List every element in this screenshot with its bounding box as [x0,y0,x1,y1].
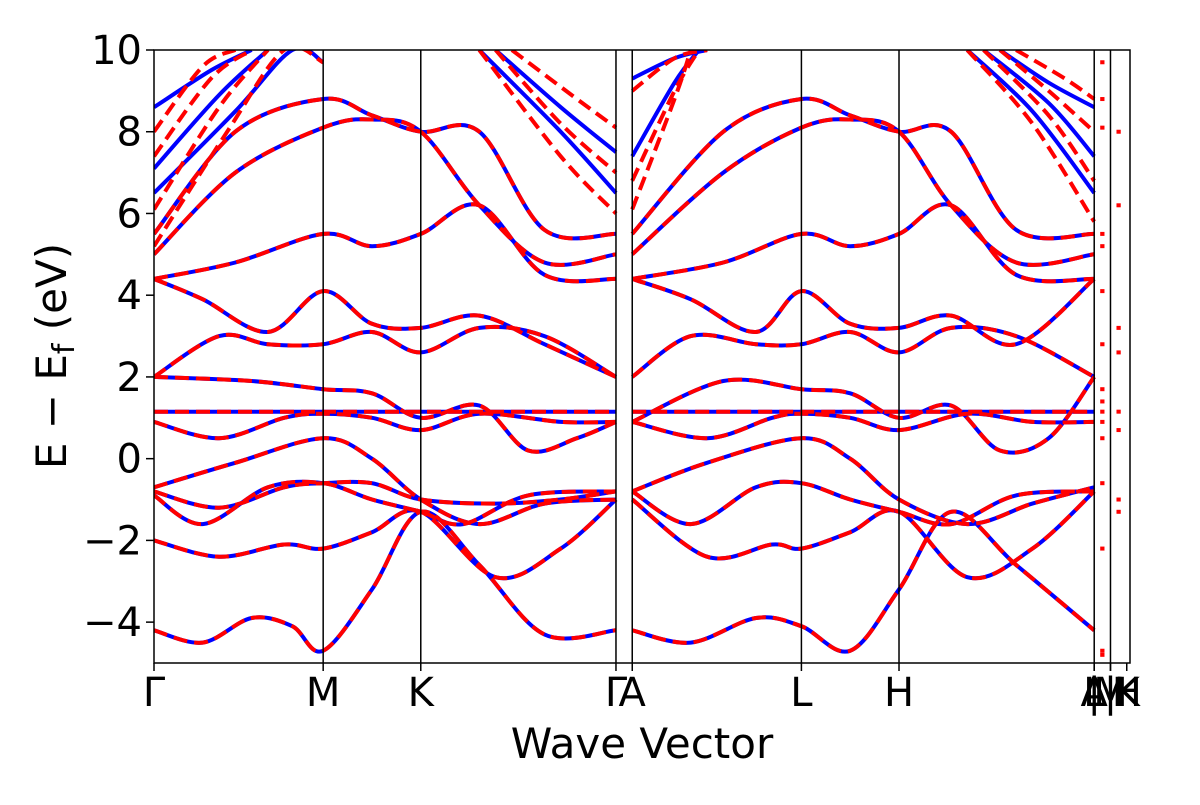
dashed-band-37 [998,50,1096,134]
dashed-band-4 [154,436,617,527]
dashed-band-19 [510,50,618,130]
x-axis-label: Wave Vector [511,719,774,768]
x-tick-label-5: L [790,670,813,716]
y-axis-ticks: −4 −2 0 2 4 6 8 10 [83,28,154,646]
y-axis-label: E − Ef (eV) [27,243,82,469]
dashed-band-13 [154,50,325,248]
y-tick-label-0: −4 [83,600,142,646]
y-tick-label-7: 10 [91,28,142,74]
dashed-band-14 [154,50,270,211]
dashed-band-series [154,50,1096,654]
dashed-band-31 [630,96,1095,241]
solid-band-16 [477,50,618,195]
x-tick-label-1: M [306,670,341,716]
dashed-band-12 [154,96,617,241]
dashed-band-9 [154,277,617,379]
bands-layer [154,50,1121,657]
dashed-band-18 [494,50,618,175]
dashed-band-10 [154,202,617,284]
y-tick-label-4: 4 [117,273,142,319]
dashed-band-27 [631,324,1096,379]
dashed-band-35 [965,50,1096,223]
dashed-band-34 [630,50,693,211]
dashed-band-2 [154,479,617,527]
dashed-band-8 [154,324,617,379]
dashed-band-24 [631,411,1095,441]
dashed-band-23 [631,436,1095,527]
segment-levels-2 [1116,129,1121,514]
segment-levels-1 [1100,60,1105,657]
dashed-band-20 [631,509,1096,654]
dashed-band-1 [154,498,618,581]
k-point-lines [322,50,1112,663]
y-axis-label-unit: (eV) [27,243,76,344]
y-axis-label-main: E − E [27,354,76,469]
x-tick-label-10: M [1093,670,1128,716]
dashed-band-15 [154,50,253,158]
solid-band-3 [154,479,617,510]
y-axis-label-subscript: f [47,342,82,354]
x-tick-label-7: A [1081,670,1109,716]
solid-band-5 [154,411,617,441]
x-tick-label-9: | [1087,670,1100,716]
x-tick-label-11: | [1104,670,1117,716]
dashed-band-30 [630,117,1095,267]
solid-band-17 [494,50,618,154]
y-tick-label-2: 0 [117,437,142,483]
x-axis-ticks: Γ M K ΓA L H AL|M|HK [143,663,1142,716]
dashed-band-16 [154,50,237,133]
plot-frame [153,49,1131,664]
x-tick-label-3: Γ [605,670,628,716]
y-tick-label-6: 8 [117,110,142,156]
y-tick-label-3: 2 [117,355,142,401]
x-tick-label-4: A [619,670,647,716]
x-tick-label-6: H [884,670,914,716]
x-tick-label-12: H [1112,670,1142,716]
dashed-band-22 [631,479,1095,527]
dashed-band-17 [477,50,618,215]
y-tick-label-1: −2 [83,518,142,564]
y-tick-label-5: 6 [117,191,142,237]
dashed-band-36 [982,50,1096,182]
x-tick-label-8: L [1083,670,1106,716]
solid-band-33 [982,50,1096,158]
dashed-band-0 [154,509,617,654]
dashed-band-11 [154,117,617,267]
x-tick-label-0: Γ [143,670,166,716]
dashed-band-29 [631,202,1095,284]
x-tick-label-2: K [408,670,436,716]
dashed-band-38 [1015,50,1096,101]
x-tick-label-13: K [1114,670,1142,716]
dashed-band-21 [630,489,1096,581]
dashed-band-28 [631,277,1096,347]
dashed-band-32 [630,50,708,93]
dashed-band-33 [630,50,701,182]
